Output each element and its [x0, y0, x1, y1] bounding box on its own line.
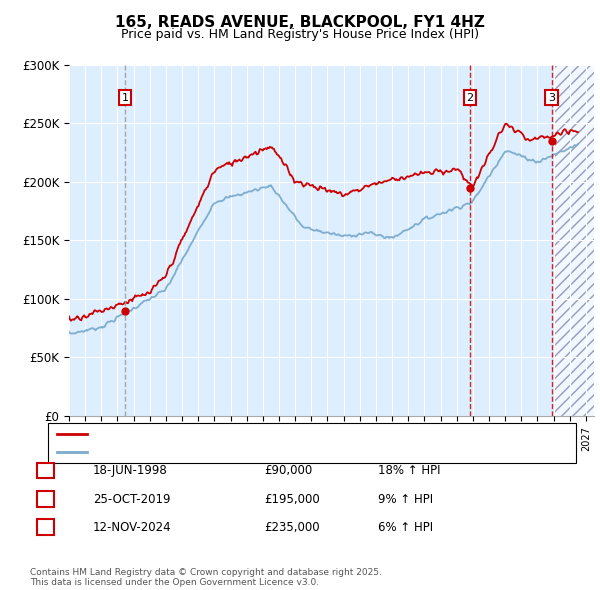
- Text: 18% ↑ HPI: 18% ↑ HPI: [378, 464, 440, 477]
- Text: Price paid vs. HM Land Registry's House Price Index (HPI): Price paid vs. HM Land Registry's House …: [121, 28, 479, 41]
- Text: 2: 2: [466, 93, 473, 103]
- Text: 165, READS AVENUE, BLACKPOOL, FY1 4HZ (detached house): 165, READS AVENUE, BLACKPOOL, FY1 4HZ (d…: [93, 429, 431, 439]
- Bar: [554, 65, 594, 416]
- Text: 18-JUN-1998: 18-JUN-1998: [93, 464, 168, 477]
- Text: 6% ↑ HPI: 6% ↑ HPI: [378, 521, 433, 534]
- Text: 1: 1: [41, 466, 49, 476]
- Text: £195,000: £195,000: [264, 493, 320, 506]
- Text: HPI: Average price, detached house, Blackpool: HPI: Average price, detached house, Blac…: [93, 447, 349, 457]
- Bar: [554, 65, 594, 416]
- Text: 3: 3: [548, 93, 555, 103]
- Text: 12-NOV-2024: 12-NOV-2024: [93, 521, 172, 534]
- Text: Contains HM Land Registry data © Crown copyright and database right 2025.
This d: Contains HM Land Registry data © Crown c…: [30, 568, 382, 587]
- Text: 3: 3: [41, 523, 49, 532]
- Text: £90,000: £90,000: [264, 464, 312, 477]
- Text: £235,000: £235,000: [264, 521, 320, 534]
- Text: 1: 1: [121, 93, 128, 103]
- Text: 9% ↑ HPI: 9% ↑ HPI: [378, 493, 433, 506]
- Text: 2: 2: [41, 494, 49, 504]
- Text: 25-OCT-2019: 25-OCT-2019: [93, 493, 170, 506]
- Text: 165, READS AVENUE, BLACKPOOL, FY1 4HZ: 165, READS AVENUE, BLACKPOOL, FY1 4HZ: [115, 15, 485, 30]
